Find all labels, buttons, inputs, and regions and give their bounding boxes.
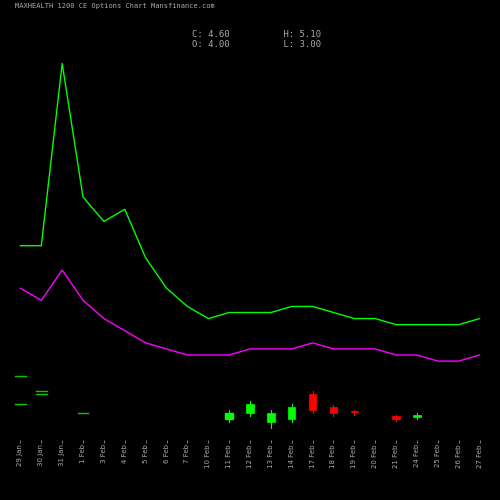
Bar [309,394,316,409]
Bar [414,414,420,417]
Bar [267,412,274,422]
Bar [246,404,254,412]
Bar [288,406,296,419]
Text: MAXHEALTH 1200 CE Options Chart Mansfinance.com: MAXHEALTH 1200 CE Options Chart Mansfina… [15,2,214,8]
Bar [392,416,400,419]
Bar [226,412,233,419]
Bar [350,411,358,412]
Bar [330,406,337,412]
Text: C: 4.60          H: 5.10
O: 4.00          L: 3.00: C: 4.60 H: 5.10 O: 4.00 L: 3.00 [192,30,322,50]
